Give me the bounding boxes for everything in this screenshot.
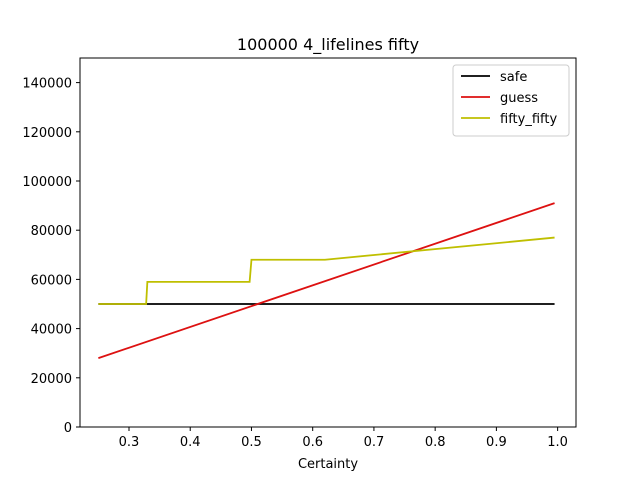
- legend-label-safe: safe: [500, 70, 527, 85]
- legend-label-guess: guess: [500, 91, 538, 106]
- y-tick-label: 40000: [31, 323, 72, 338]
- y-tick-label: 20000: [31, 372, 72, 387]
- x-axis: 0.3 0.4 0.5 0.6 0.7 0.8 0.9 1.0: [119, 427, 568, 450]
- y-tick-label: 80000: [31, 224, 72, 239]
- legend-label-fifty_fifty: fifty_fifty: [500, 112, 557, 127]
- y-tick-label: 60000: [31, 273, 72, 288]
- x-tick-label: 0.3: [119, 435, 140, 450]
- series-line-guess: [98, 202, 555, 359]
- x-tick-label: 0.9: [486, 435, 507, 450]
- y-tick-label: 140000: [22, 77, 72, 92]
- series-layer: [98, 202, 555, 359]
- series-line-fifty_fifty: [98, 236, 555, 305]
- x-tick-label: 1.0: [547, 435, 568, 450]
- x-tick-label: 0.6: [302, 435, 323, 450]
- x-tick-label: 0.8: [425, 435, 446, 450]
- y-tick-label: 100000: [22, 175, 72, 190]
- y-tick-label: 0: [64, 421, 72, 436]
- plot-area-frame: [79, 57, 577, 428]
- y-tick-label: 120000: [22, 126, 72, 141]
- y-axis: 0 20000 40000 60000 80000 100000 120000 140000: [22, 77, 80, 436]
- chart-title: 100000 4_lifelines fifty: [237, 35, 419, 55]
- legend: safe guess fifty_fifty: [452, 64, 570, 137]
- x-tick-label: 0.4: [180, 435, 201, 450]
- x-tick-label: 0.5: [241, 435, 262, 450]
- x-tick-label: 0.7: [364, 435, 385, 450]
- x-axis-label: Certainty: [298, 457, 358, 472]
